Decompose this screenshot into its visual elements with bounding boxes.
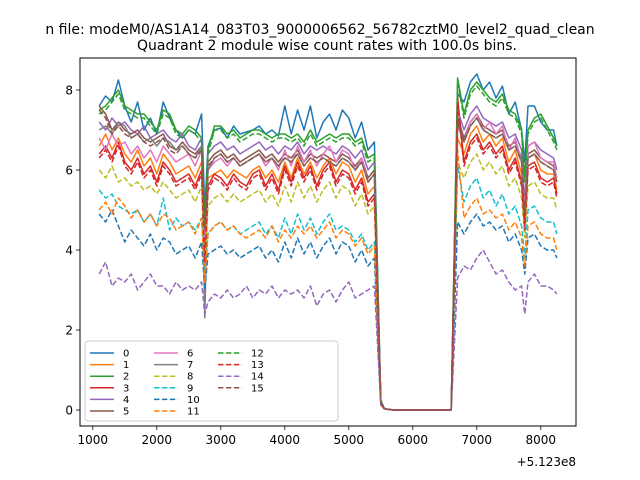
y-tick-label: 6 bbox=[65, 164, 73, 178]
series-line-8 bbox=[98, 153, 558, 411]
legend-label-0: 0 bbox=[123, 349, 129, 360]
y-tick-label: 2 bbox=[65, 324, 73, 338]
y-tick-label: 0 bbox=[65, 404, 73, 418]
x-offset-label: +5.123e8 bbox=[517, 455, 576, 469]
x-tick-label: 7000 bbox=[462, 433, 493, 447]
legend-label-2: 2 bbox=[123, 372, 129, 383]
series-line-13 bbox=[98, 101, 558, 411]
legend-label-1: 1 bbox=[123, 360, 129, 371]
x-tick-label: 4000 bbox=[270, 433, 301, 447]
series-line-14 bbox=[98, 249, 558, 411]
legend-label-4: 4 bbox=[123, 395, 129, 406]
x-tick-label: 6000 bbox=[398, 433, 429, 447]
x-tick-label: 2000 bbox=[142, 433, 173, 447]
plot-lines bbox=[98, 73, 558, 411]
series-line-4 bbox=[98, 105, 558, 411]
legend-label-8: 8 bbox=[187, 372, 193, 383]
series-line-9 bbox=[98, 165, 558, 411]
series-line-2 bbox=[98, 77, 558, 411]
legend-label-6: 6 bbox=[187, 349, 193, 360]
series-line-1 bbox=[98, 125, 558, 411]
x-tick-label: 5000 bbox=[334, 433, 365, 447]
series-line-6 bbox=[98, 113, 558, 411]
chart-title: Quadrant 2 module wise count rates with … bbox=[137, 38, 517, 54]
series-line-15 bbox=[98, 109, 558, 411]
x-tick-label: 1000 bbox=[78, 433, 109, 447]
legend-label-10: 10 bbox=[187, 395, 200, 406]
x-axis: 1000 2000 3000 4000 5000 6000 7000 8000 bbox=[78, 426, 557, 447]
legend-label-3: 3 bbox=[123, 383, 129, 394]
y-axis: 0 2 4 6 8 bbox=[65, 84, 80, 418]
legend-label-9: 9 bbox=[187, 383, 193, 394]
y-tick-label: 8 bbox=[65, 84, 73, 98]
plot-frame bbox=[79, 57, 577, 427]
legend-label-7: 7 bbox=[187, 360, 193, 371]
series-line-12 bbox=[98, 81, 558, 411]
x-tick-label: 3000 bbox=[206, 433, 237, 447]
legend-label-5: 5 bbox=[123, 407, 129, 418]
x-tick-label: 8000 bbox=[526, 433, 557, 447]
file-label: n file: modeM0/AS1A14_083T03_9000006562_… bbox=[45, 22, 594, 38]
series-line-10 bbox=[98, 209, 558, 411]
legend-label-13: 13 bbox=[251, 360, 264, 371]
legend-label-15: 15 bbox=[251, 383, 264, 394]
legend-label-14: 14 bbox=[251, 372, 264, 383]
series-line-3 bbox=[98, 97, 558, 411]
legend-label-12: 12 bbox=[251, 349, 264, 360]
y-tick-label: 4 bbox=[65, 244, 73, 258]
legend-label-11: 11 bbox=[187, 407, 200, 418]
legend-box bbox=[84, 340, 339, 422]
